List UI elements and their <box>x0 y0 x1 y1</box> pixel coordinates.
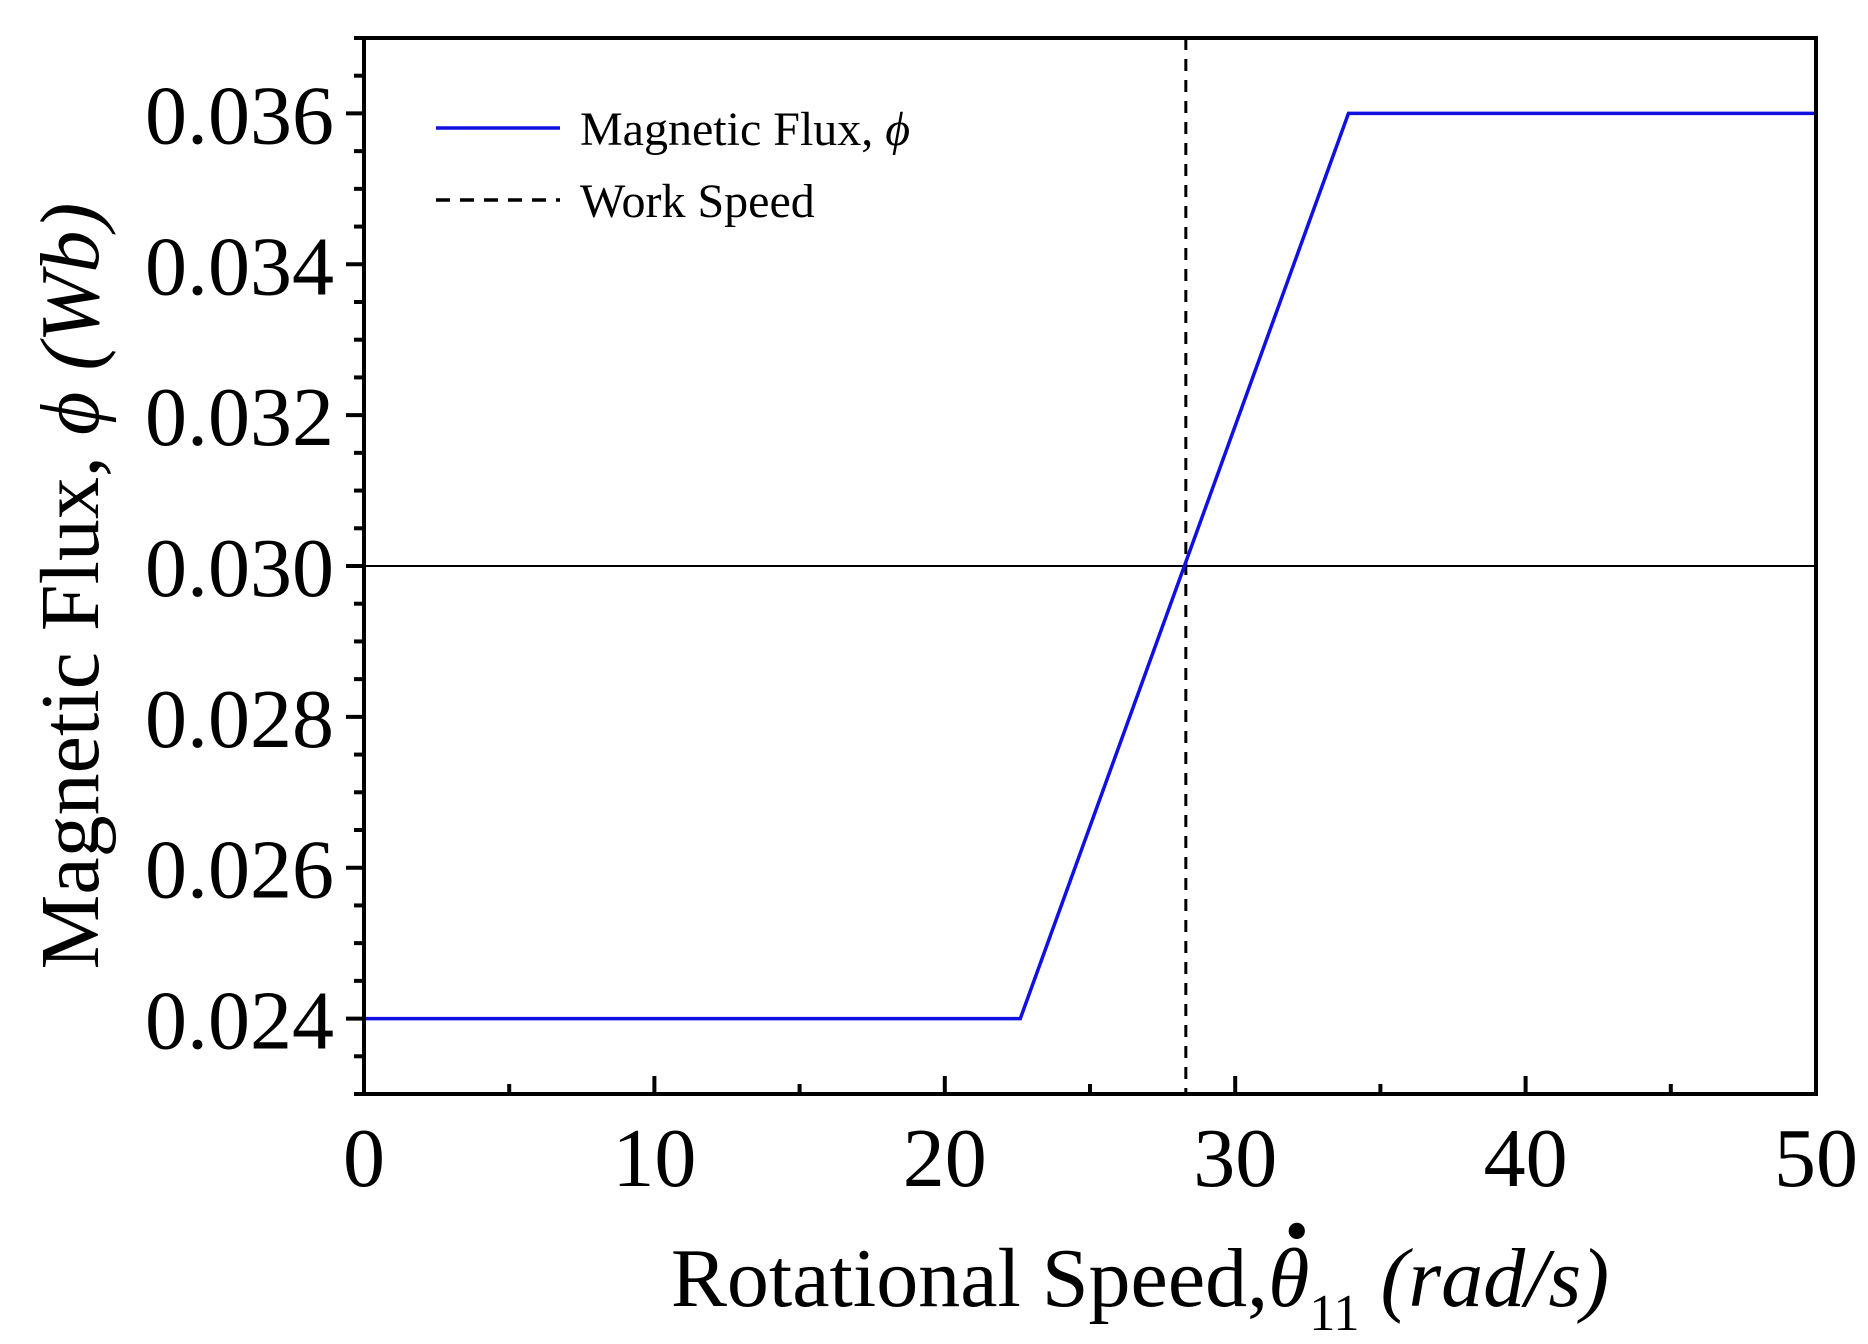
theta-dot: • <box>1280 1201 1313 1266</box>
axis-labels: Rotational Speed,θ11 (rad/s)• Magnetic Fl… <box>24 203 1609 1342</box>
x-tick-label: 20 <box>903 1112 987 1205</box>
x-tick-label: 10 <box>612 1112 696 1205</box>
y-tick-label: 0.024 <box>145 975 334 1068</box>
legend-label: Work Speed <box>580 175 815 228</box>
y-tick-label: 0.030 <box>145 522 334 615</box>
x-axis-title: Rotational Speed,θ11 (rad/s) <box>671 1232 1609 1342</box>
y-tick-label: 0.026 <box>145 824 334 917</box>
y-axis-title: Magnetic Flux, ϕ (Wb) <box>24 203 117 970</box>
y-tick-label: 0.032 <box>145 371 334 464</box>
legend-label: Magnetic Flux, ϕ <box>580 103 910 156</box>
x-tick-label: 0 <box>343 1112 385 1205</box>
legend: Magnetic Flux, ϕ Work Speed <box>436 103 910 228</box>
series-line-magnetic-flux <box>364 111 1816 1021</box>
axes: 0 10 20 30 40 50 0.024 0.026 0.028 0.030 0.032 0.03… <box>145 36 1858 1205</box>
y-tick-label: 0.034 <box>145 220 334 313</box>
x-tick-label: 30 <box>1193 1112 1277 1205</box>
x-tick-label: 40 <box>1484 1112 1568 1205</box>
x-tick-label: 50 <box>1774 1112 1858 1205</box>
y-tick-label: 0.028 <box>145 673 334 766</box>
y-tick-label: 0.036 <box>145 69 334 162</box>
plot-area <box>364 38 1816 1094</box>
